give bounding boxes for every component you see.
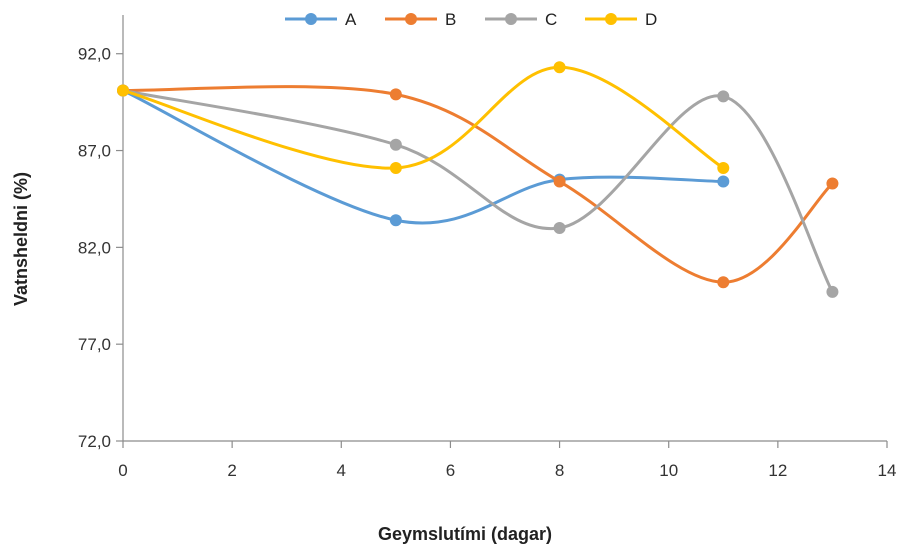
series-line-a <box>121 89 725 225</box>
data-point-b <box>717 276 730 289</box>
series-line-b <box>121 85 834 284</box>
legend-item-c: C <box>485 10 557 29</box>
data-point-b <box>389 88 402 101</box>
y-tick-label: 72,0 <box>78 432 111 451</box>
y-tick-label: 92,0 <box>78 45 111 64</box>
y-tick-label: 77,0 <box>78 335 111 354</box>
legend-label: A <box>345 10 357 29</box>
legend-swatch-marker <box>405 13 417 25</box>
y-axis-title: Vatnsheldni (%) <box>11 172 31 306</box>
x-tick-label: 6 <box>446 461 455 480</box>
y-tick-label: 87,0 <box>78 142 111 161</box>
x-tick-label: 2 <box>227 461 236 480</box>
data-point-a <box>717 175 730 188</box>
data-point-a <box>389 214 402 227</box>
series-layer <box>117 61 839 298</box>
legend-item-b: B <box>385 10 456 29</box>
data-point-b <box>553 175 566 188</box>
x-tick-label: 14 <box>878 461 897 480</box>
data-point-d <box>389 161 402 174</box>
x-tick-label: 4 <box>337 461 346 480</box>
data-point-d <box>117 84 129 97</box>
legend-item-a: A <box>285 10 357 29</box>
legend-label: C <box>545 10 557 29</box>
x-tick-label: 10 <box>659 461 678 480</box>
legend-label: B <box>445 10 456 29</box>
y-tick-label: 82,0 <box>78 238 111 257</box>
legend-item-d: D <box>585 10 657 29</box>
series-b <box>117 84 839 289</box>
data-point-c <box>826 285 839 298</box>
series-c <box>117 84 839 298</box>
x-tick-label: 8 <box>555 461 564 480</box>
x-axis-title: Geymslutími (dagar) <box>378 524 552 544</box>
data-point-d <box>717 161 730 174</box>
legend-swatch-marker <box>605 13 617 25</box>
series-line-d <box>121 65 725 170</box>
data-point-c <box>389 138 402 151</box>
x-tick-label: 0 <box>118 461 127 480</box>
legend: A B C D <box>285 10 657 29</box>
x-tick-label: 12 <box>768 461 787 480</box>
legend-swatch-marker <box>305 13 317 25</box>
legend-swatch-marker <box>505 13 517 25</box>
series-d <box>117 61 730 174</box>
legend-label: D <box>645 10 657 29</box>
axes: 72,0 77,0 82,0 87,0 92,0 0 2 4 6 8 10 12 14 <box>78 15 897 480</box>
data-point-c <box>717 90 730 103</box>
data-point-d <box>553 61 566 74</box>
data-point-c <box>553 222 566 234</box>
data-point-b <box>826 177 839 190</box>
